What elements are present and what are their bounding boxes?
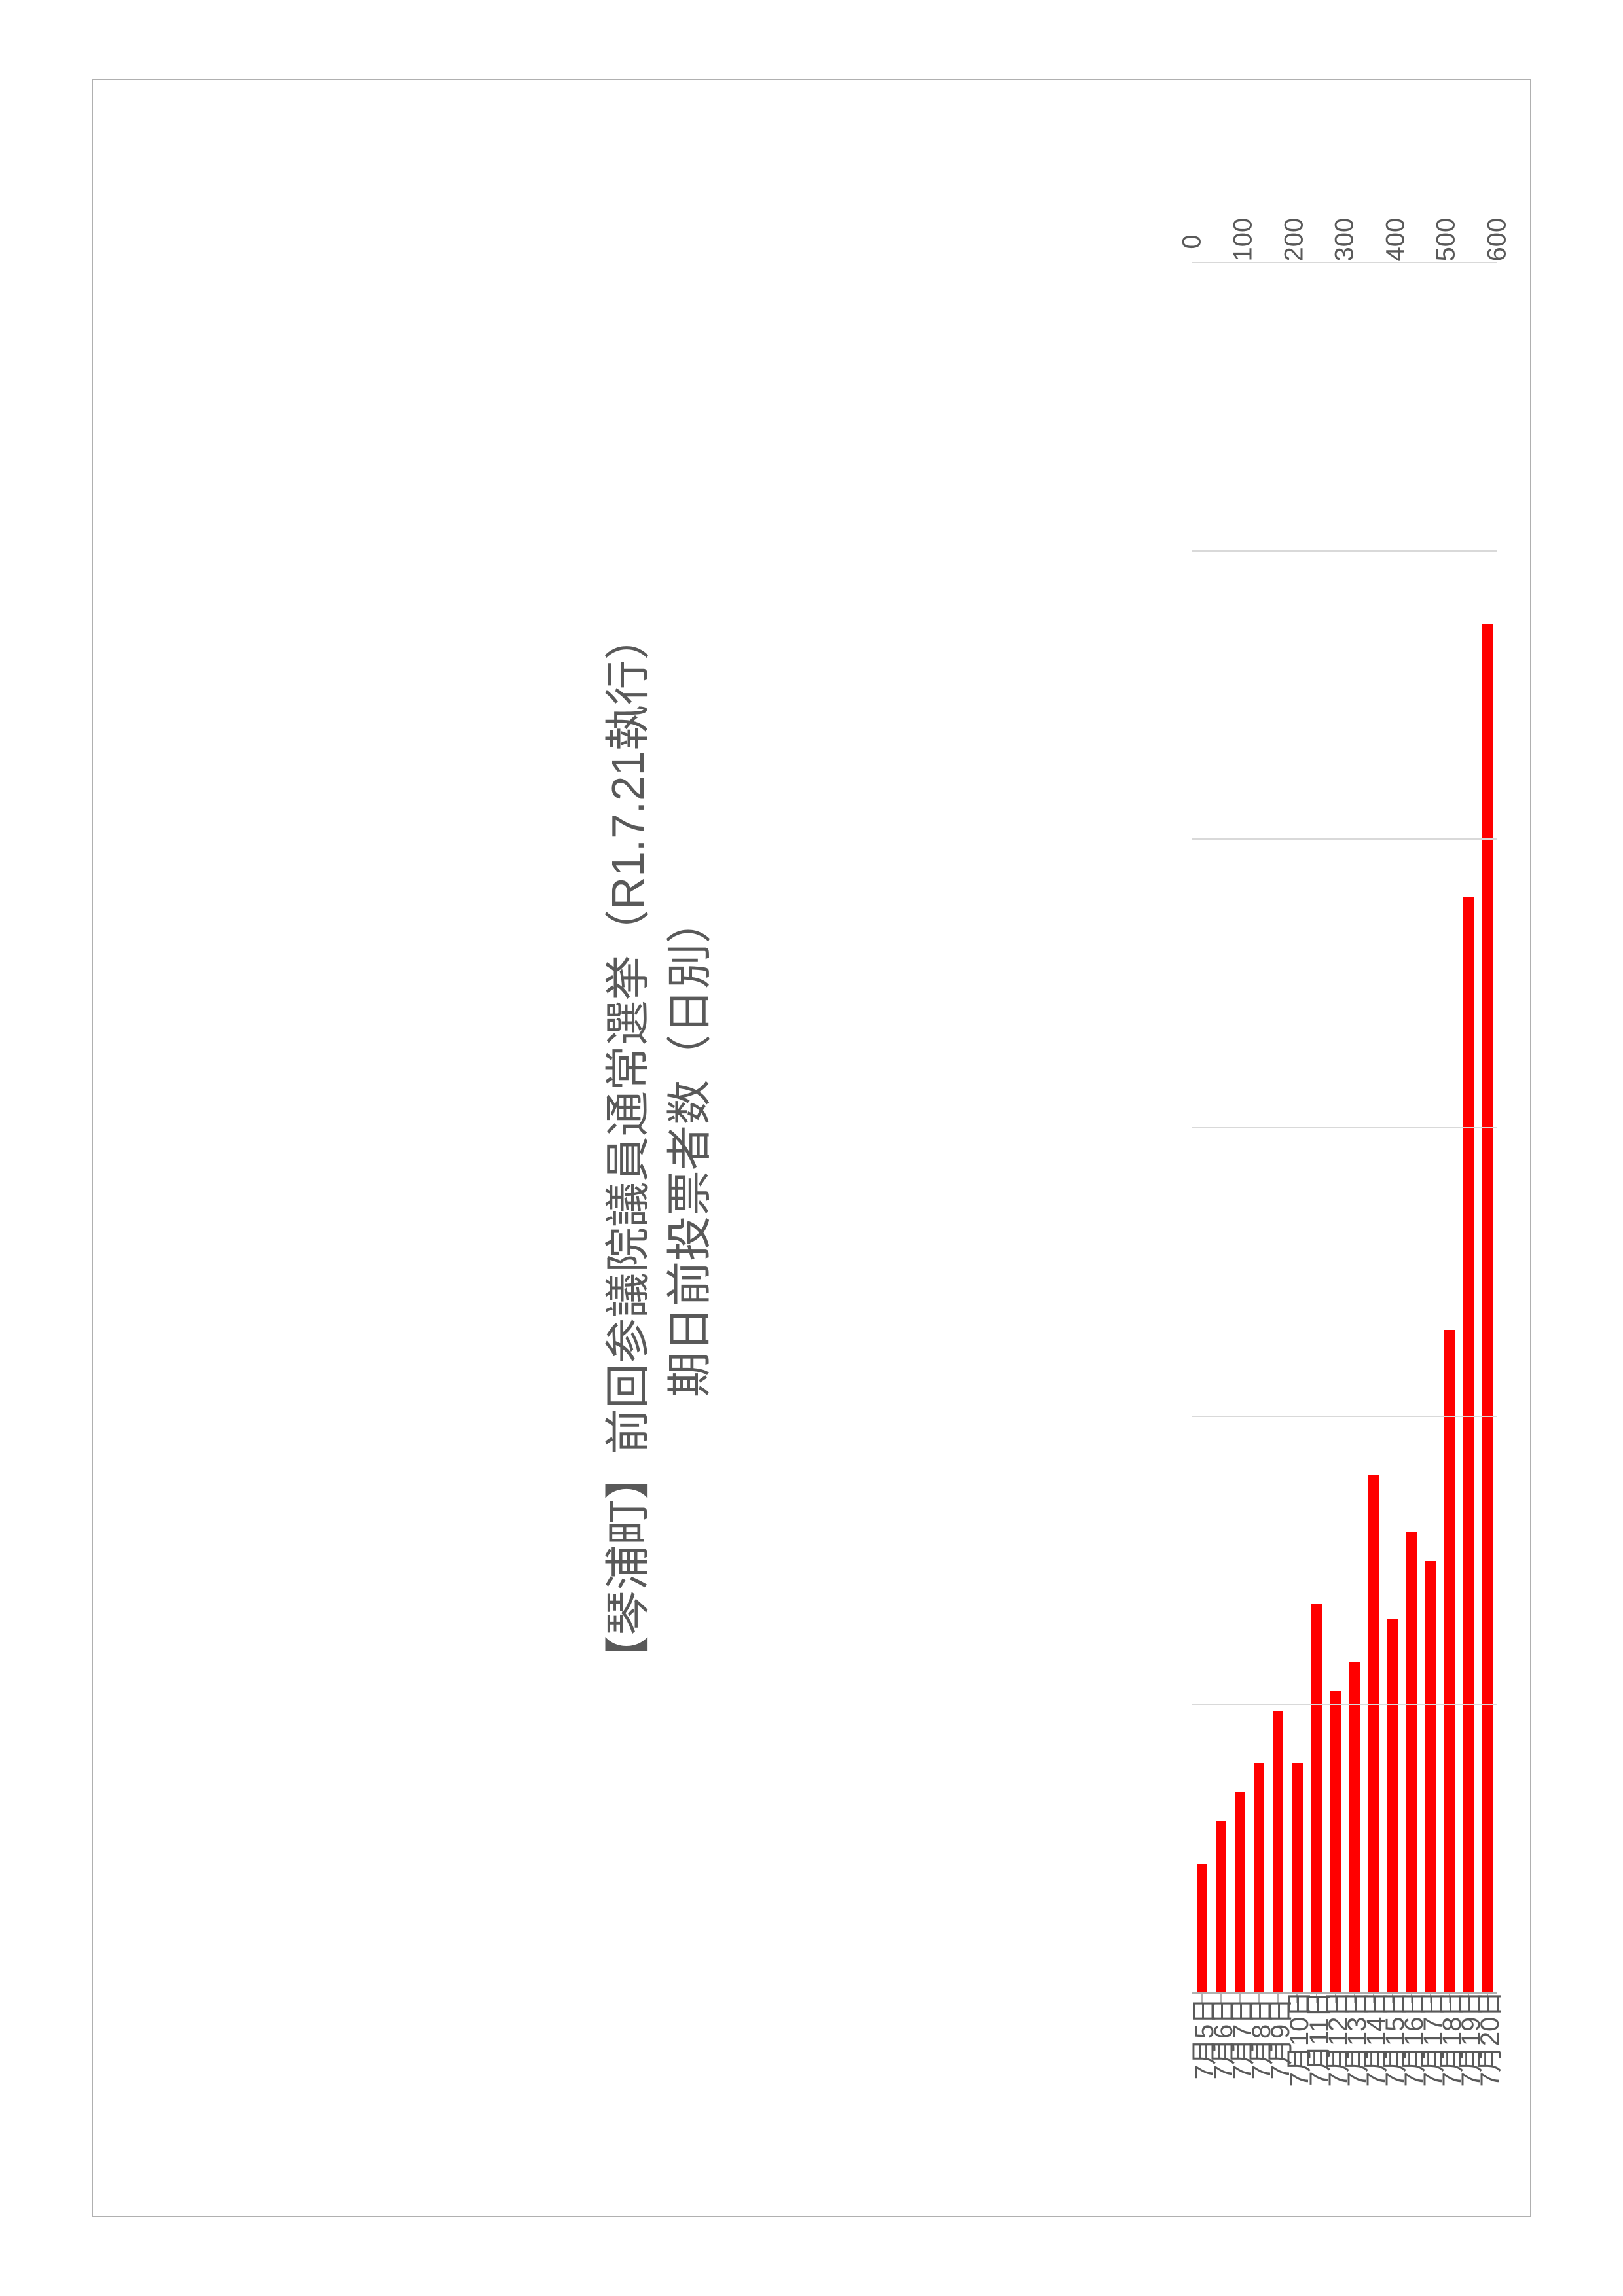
bar xyxy=(1425,1561,1436,1994)
gridline xyxy=(1192,262,1497,263)
bar xyxy=(1197,1864,1207,1994)
x-axis-labels: 7月5日7月6日7月7日7月8日7月9日7月10日7月11日7月12日7月13日… xyxy=(1192,1994,1497,2177)
bar xyxy=(1311,1604,1321,1994)
bar xyxy=(1444,1330,1455,1994)
bar-slot xyxy=(1421,263,1440,1994)
bar-slot xyxy=(1383,263,1402,1994)
chart-title-block: 【琴浦町】前回参議院議員通常選挙（R1.7.21執行） 期日前投票者数（日別） xyxy=(126,119,1192,2177)
bar-slot xyxy=(1326,263,1345,1994)
page: 【琴浦町】前回参議院議員通常選挙（R1.7.21執行） 期日前投票者数（日別） … xyxy=(0,0,1623,2296)
gridline xyxy=(1192,1704,1497,1705)
bars-region xyxy=(1192,263,1497,1994)
chart-frame: 【琴浦町】前回参議院議員通常選挙（R1.7.21執行） 期日前投票者数（日別） … xyxy=(92,79,1531,2217)
gridline xyxy=(1192,550,1497,552)
gridline xyxy=(1192,1416,1497,1417)
bar-slot xyxy=(1192,263,1211,1994)
bar-slot xyxy=(1307,263,1326,1994)
bar xyxy=(1482,624,1493,1994)
bar xyxy=(1387,1619,1398,1994)
y-tick-label: 500 xyxy=(1432,223,1461,262)
chart-title: 【琴浦町】前回参議院議員通常選挙（R1.7.21執行） 期日前投票者数（日別） xyxy=(598,615,720,1681)
bar xyxy=(1368,1475,1379,1994)
chart-title-line1: 【琴浦町】前回参議院議員通常選挙（R1.7.21執行） xyxy=(598,615,659,1681)
bar xyxy=(1254,1763,1264,1994)
y-axis-ticks: 0100200300400500600 xyxy=(1192,119,1497,263)
chart-title-line2: 期日前投票者数（日別） xyxy=(659,615,721,1681)
bar-slot xyxy=(1231,263,1250,1994)
bar-slot xyxy=(1269,263,1288,1994)
bars-row xyxy=(1192,263,1497,1994)
y-tick-label: 0 xyxy=(1178,223,1207,262)
bar-slot xyxy=(1288,263,1307,1994)
gridline xyxy=(1192,1127,1497,1128)
bar xyxy=(1273,1711,1283,1994)
bar xyxy=(1235,1792,1245,1994)
bar xyxy=(1216,1821,1226,1994)
bar-slot xyxy=(1345,263,1364,1994)
category-label: 7月20日 xyxy=(1468,1991,1506,2087)
bar-slot xyxy=(1440,263,1459,1994)
bar xyxy=(1463,897,1474,1994)
category-slot: 7月20日 xyxy=(1478,1994,1497,2177)
bar-slot xyxy=(1250,263,1269,1994)
y-tick-label: 100 xyxy=(1228,223,1258,262)
y-tick-label: 200 xyxy=(1279,223,1309,262)
y-tick-label: 400 xyxy=(1381,223,1410,262)
y-tick-label: 600 xyxy=(1483,223,1512,262)
bar-slot xyxy=(1364,263,1383,1994)
y-tick-label: 300 xyxy=(1330,223,1360,262)
bar-slot xyxy=(1478,263,1497,1994)
plot-area: 0100200300400500600 7月5日7月6日7月7日7月8日7月9日… xyxy=(1192,119,1497,2177)
bar xyxy=(1330,1691,1340,1994)
bar xyxy=(1349,1662,1360,1994)
bar-slot xyxy=(1402,263,1421,1994)
bar xyxy=(1406,1532,1417,1994)
bar-slot xyxy=(1459,263,1478,1994)
bar-slot xyxy=(1211,263,1230,1994)
gridline xyxy=(1192,838,1497,840)
bar xyxy=(1292,1763,1302,1994)
